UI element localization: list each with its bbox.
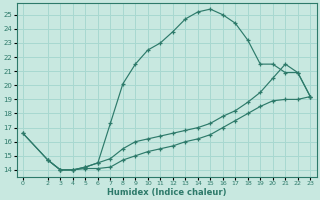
X-axis label: Humidex (Indice chaleur): Humidex (Indice chaleur) xyxy=(107,188,226,197)
